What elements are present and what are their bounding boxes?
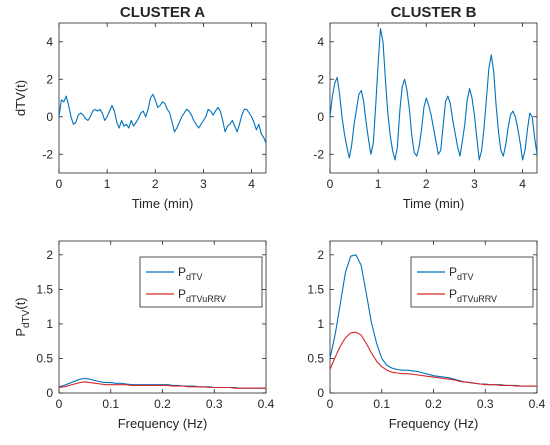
y-tick-label: 0 xyxy=(317,386,324,400)
legend-label-sub: dTV xyxy=(457,272,474,282)
legend-label: PdTVuRRV xyxy=(178,287,226,304)
y-tick-label: 2 xyxy=(46,72,53,86)
x-tick-label: 4 xyxy=(248,177,255,191)
x-tick-label: 0.1 xyxy=(102,397,119,411)
legend-label-sub: dTVuRRV xyxy=(186,294,226,304)
y-tick-label: 1.5 xyxy=(307,282,324,296)
series-line-p-dtvurrv xyxy=(329,331,537,387)
x-tick-label: 3 xyxy=(471,177,478,191)
y-tick-label: 0.5 xyxy=(307,351,324,365)
chart-title: CLUSTER B xyxy=(391,4,477,21)
x-tick-label: 0.4 xyxy=(529,397,546,411)
x-tick-label: 0 xyxy=(327,177,334,191)
x-tick-label: 0 xyxy=(327,397,334,411)
x-axis-label: Frequency (Hz) xyxy=(118,416,208,431)
y-tick-label: 0 xyxy=(46,110,53,124)
y-axis-label: PdTV(t) xyxy=(13,297,32,336)
legend-label-main: P xyxy=(178,287,186,301)
x-tick-label: 1 xyxy=(375,177,382,191)
legend-box xyxy=(410,256,534,308)
x-tick-label: 2 xyxy=(423,177,430,191)
legend-label-main: P xyxy=(178,265,186,279)
x-tick-label: 0.4 xyxy=(258,397,275,411)
y-tick-label: 1 xyxy=(46,317,53,331)
y-tick-label: -2 xyxy=(313,147,324,161)
chart-panel-3: 0 0.1 0.2 0.3 0.4 0 0.5 1 1.5 2 Frequency (Hz) PdTV… xyxy=(13,240,275,431)
y-tick-label: 1 xyxy=(317,317,324,331)
y-tick-label: 2 xyxy=(46,248,53,262)
y-tick-label: 4 xyxy=(317,35,324,49)
x-tick-label: 3 xyxy=(200,177,207,191)
series-line-1 xyxy=(329,28,538,161)
x-tick-label: 0.3 xyxy=(206,397,223,411)
legend-label-sub: dTV xyxy=(186,272,203,282)
legend-label: PdTVuRRV xyxy=(449,287,497,304)
chart-panel-1: 0 1 2 3 4 -2 0 2 4 CLUSTER A Time (min) dTV(t) xyxy=(13,4,267,211)
y-tick-label: 1.5 xyxy=(36,282,53,296)
x-tick-label: 0.2 xyxy=(154,397,171,411)
x-tick-label: 0 xyxy=(56,177,63,191)
y-tick-label: 2 xyxy=(317,248,324,262)
chart-title: CLUSTER A xyxy=(120,4,205,21)
y-axis-label: dTV(t) xyxy=(13,80,28,116)
x-tick-label: 0.1 xyxy=(373,397,390,411)
series-line-p-dtvurrv xyxy=(58,381,266,389)
series-line-1 xyxy=(58,93,267,144)
legend-label: PdTV xyxy=(178,265,203,282)
legend-label: PdTV xyxy=(449,265,474,282)
x-tick-label: 0 xyxy=(56,397,63,411)
axes-box xyxy=(329,22,538,174)
x-axis-label: Time (min) xyxy=(403,196,465,211)
legend-label-main: P xyxy=(449,287,457,301)
y-tick-label: 0 xyxy=(46,386,53,400)
x-axis-label: Frequency (Hz) xyxy=(389,416,479,431)
y-tick-label: 0.5 xyxy=(36,351,53,365)
x-tick-label: 0.3 xyxy=(477,397,494,411)
legend-label-main: P xyxy=(449,265,457,279)
y-tick-label: 4 xyxy=(46,35,53,49)
x-tick-label: 4 xyxy=(519,177,526,191)
y-tick-label: -2 xyxy=(42,147,53,161)
x-tick-label: 2 xyxy=(152,177,159,191)
axes-box xyxy=(58,22,267,174)
x-tick-label: 1 xyxy=(104,177,111,191)
chart-panel-2: 0 1 2 3 4 -2 0 2 4 CLUSTER B Time (min) xyxy=(313,4,538,211)
chart-panel-4: 0 0.1 0.2 0.3 0.4 0 0.5 1 1.5 2 Frequency (Hz) PdTV… xyxy=(307,240,546,431)
legend-label-sub: dTVuRRV xyxy=(457,294,497,304)
x-tick-label: 0.2 xyxy=(425,397,442,411)
x-axis-label: Time (min) xyxy=(132,196,194,211)
y-tick-label: 2 xyxy=(317,72,324,86)
legend-box xyxy=(139,256,263,308)
y-tick-label: 0 xyxy=(317,110,324,124)
